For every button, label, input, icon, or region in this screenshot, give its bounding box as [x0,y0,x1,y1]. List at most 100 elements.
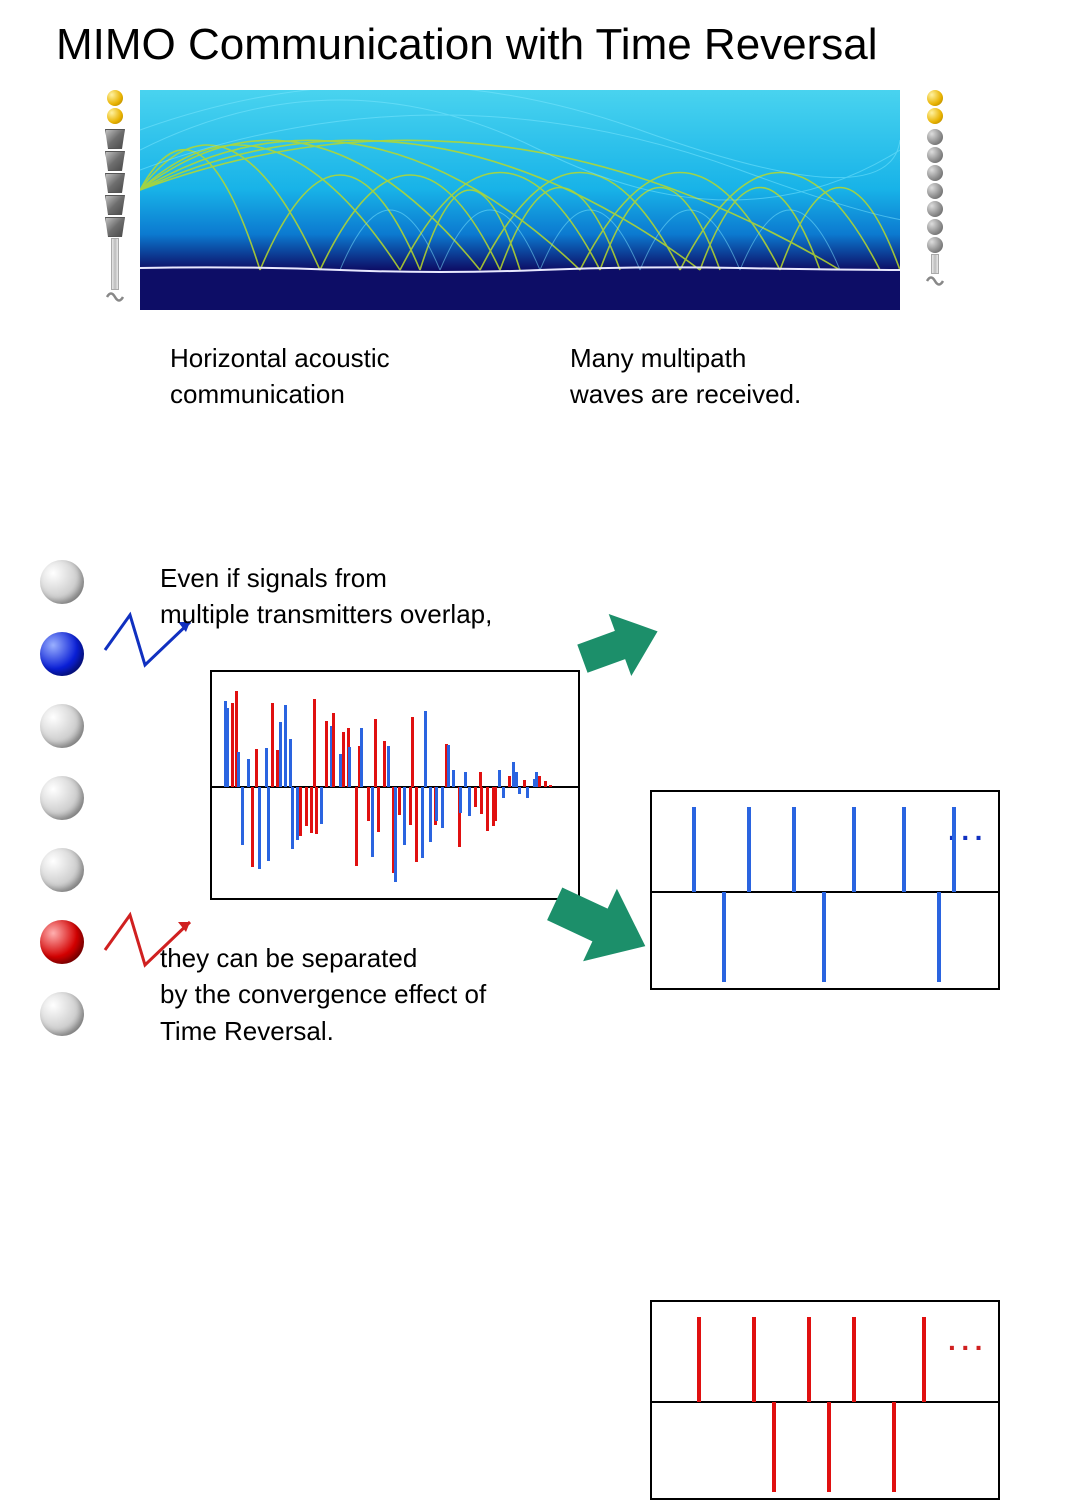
sep-bar-up [922,1317,926,1402]
sep-bar-down [937,892,941,982]
signal-bar [291,787,294,849]
signal-bar [310,787,313,833]
hydrophone-ball [927,129,943,145]
signal-bar [486,787,489,831]
sep-bar-down [827,1402,831,1492]
signal-bar [394,787,397,882]
signal-bar [474,787,477,807]
sep-bar-up [902,807,906,892]
node-silver [40,776,84,820]
signal-bar [447,745,450,787]
array-pole [931,254,939,274]
signal-bar [265,748,268,787]
signal-bar [377,787,380,832]
signal-bar [371,787,374,857]
signal-bar [348,747,351,787]
caption-right: Many multipath waves are received. [570,340,801,413]
transducer-icon [105,173,125,193]
hydrophone-ball [927,147,943,163]
receiver-array [920,90,950,288]
float-ball [107,90,123,106]
page-title: MIMO Communication with Time Reversal [56,20,878,70]
transducer-icon [105,195,125,215]
signal-bar [325,721,328,787]
signal-bar [226,708,229,787]
sep-bar-down [892,1402,896,1492]
signal-bar [387,746,390,787]
signal-bar [479,772,482,787]
signal-bar [271,703,274,787]
signal-bar [360,728,363,787]
sep-bar-up [747,807,751,892]
sep-bar-down [772,1402,776,1492]
mixed-signal-plot [210,670,580,900]
float-ball [927,108,943,124]
signal-bar [383,741,386,787]
signal-bar [464,772,467,787]
signal-bar [441,787,444,828]
signal-bar [502,787,505,798]
signal-bar [284,705,287,787]
signal-bar [267,787,270,861]
signal-bar [409,787,412,825]
signal-bar [313,699,316,787]
hydrophone-ball [927,183,943,199]
signal-bar [452,770,455,787]
node-silver [40,560,84,604]
signal-bar [367,787,370,821]
anchor-icon [105,290,125,304]
hydrophone-ball [927,237,943,253]
signal-bar [299,787,302,836]
sep-bar-up [697,1317,701,1402]
transducer-icon [105,129,125,149]
signal-bar [315,787,318,834]
lower-explain-text: they can be separated by the convergence… [160,940,486,1049]
signal-bar [421,787,424,858]
hydrophone-ball [927,165,943,181]
signal-bar [429,787,432,842]
signal-bar [251,787,254,867]
signal-bar [435,787,438,821]
transducer-icon [105,217,125,237]
ray-propagation-plot [140,90,900,310]
arrow-to-blue-icon [575,600,665,690]
hydrophone-ball [927,219,943,235]
signal-bar [342,732,345,787]
signal-bar [544,781,547,787]
node-blue [40,632,84,676]
signal-bar [480,787,483,814]
float-ball [927,90,943,106]
signal-bar [255,749,258,787]
node-red [40,920,84,964]
sep-bar-down [822,892,826,982]
sep-bar-up [952,807,956,892]
separated-red-plot: ··· [650,1300,1000,1500]
signal-bar [241,787,244,845]
signal-bar [305,787,308,826]
signal-bar [231,703,234,787]
hydrophone-ball [927,201,943,217]
signal-bar [398,787,401,815]
signal-bar [549,785,552,787]
transmitter-array [100,90,130,304]
sep-bar-up [852,807,856,892]
signal-bar [459,787,462,813]
node-silver [40,704,84,748]
signal-bar [237,752,240,787]
signal-bar [355,787,358,866]
signal-bar [320,787,323,824]
signal-bar [403,787,406,845]
arrow-to-red-icon [545,870,655,980]
sep-bar-up [792,807,796,892]
signal-bar [494,787,497,821]
signal-bar [523,780,526,787]
signal-bar [411,717,414,787]
anchor-icon [925,274,945,288]
signal-bar [515,772,518,787]
node-silver [40,848,84,892]
sep-bar-up [807,1317,811,1402]
signal-bar [374,719,377,787]
signal-bar [424,711,427,787]
signal-bar [526,787,529,798]
transducer-icon [105,151,125,171]
